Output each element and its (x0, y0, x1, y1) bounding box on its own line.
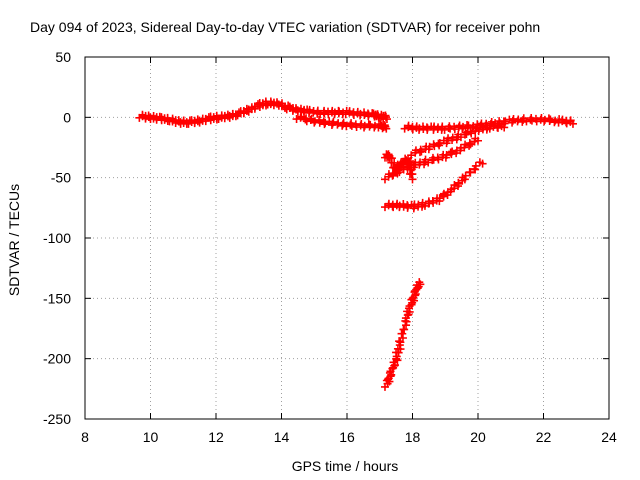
series-arc-a (407, 120, 509, 160)
data-point (356, 109, 365, 118)
axis-ticks (84, 56, 610, 420)
series-stray-points (380, 150, 417, 184)
data-point (442, 151, 451, 160)
data-point (456, 133, 465, 142)
x-tick-label: 22 (536, 429, 552, 445)
data-point (407, 170, 416, 179)
data-point (382, 124, 391, 133)
x-tick-label: 12 (208, 429, 224, 445)
data-point (417, 147, 426, 156)
x-tick-label: 10 (143, 429, 159, 445)
series-steep-arc (380, 278, 425, 391)
data-point (485, 124, 494, 133)
data-point (450, 125, 459, 134)
y-tick-label: -50 (51, 170, 71, 186)
series-arc-c (380, 158, 487, 213)
data-point (321, 118, 330, 127)
data-point (416, 280, 425, 289)
data-point (500, 123, 509, 132)
data-point (448, 147, 457, 156)
data-point (466, 168, 475, 177)
data-point (461, 171, 470, 180)
data-point (478, 159, 487, 168)
data-point (405, 161, 414, 170)
data-point (434, 155, 443, 164)
data-point (439, 189, 448, 198)
data-point (424, 158, 433, 167)
y-tick-labels: 50 0 -50 -100 -150 -200 -250 (43, 49, 71, 427)
data-point (397, 329, 406, 338)
data-point (440, 125, 449, 134)
y-tick-label: -150 (43, 290, 71, 306)
y-tick-label: -100 (43, 230, 71, 246)
data-point (435, 138, 444, 147)
data-point (399, 325, 408, 334)
data-point (522, 117, 531, 126)
data-point (456, 146, 465, 155)
data-point (466, 140, 475, 149)
x-tick-label: 14 (274, 429, 290, 445)
y-axis-title: SDTVAR / TECUs (6, 184, 22, 296)
data-point (302, 117, 311, 126)
data-point (408, 175, 417, 184)
data-point (474, 136, 482, 145)
data-point (568, 119, 577, 128)
data-point (330, 108, 339, 117)
series-lower-band (292, 112, 391, 133)
data-points (135, 97, 577, 391)
x-tick-label: 20 (470, 429, 486, 445)
data-point (381, 111, 390, 120)
y-tick-label: 50 (55, 49, 71, 65)
x-axis-title: GPS time / hours (292, 458, 399, 474)
data-point (352, 123, 361, 132)
data-point (292, 115, 301, 124)
y-tick-label: 0 (63, 109, 71, 125)
data-point (546, 115, 555, 124)
data-point (347, 121, 356, 130)
data-point (380, 121, 389, 130)
x-tick-label: 8 (81, 429, 89, 445)
chart-title: Day 094 of 2023, Sidereal Day-to-day VTE… (30, 19, 540, 35)
data-point (297, 112, 306, 121)
grid (85, 57, 609, 419)
x-tick-label: 24 (601, 429, 617, 445)
x-tick-label: 16 (339, 429, 355, 445)
x-tick-label: 18 (405, 429, 421, 445)
x-tick-labels: 8 10 12 14 16 18 20 22 24 (81, 429, 617, 445)
data-point (527, 116, 536, 125)
series-late-arc (400, 114, 577, 134)
data-point (419, 125, 428, 134)
data-point (471, 161, 480, 170)
y-tick-label: -200 (43, 351, 71, 367)
data-point (329, 117, 338, 126)
data-point (366, 120, 375, 129)
data-point (310, 117, 319, 126)
data-point (396, 338, 405, 347)
y-tick-label: -250 (43, 411, 71, 427)
data-point (415, 124, 424, 133)
data-point (320, 109, 329, 118)
data-point (382, 115, 391, 124)
series-main-arc (135, 97, 391, 128)
data-point (532, 117, 541, 126)
data-point (360, 121, 369, 130)
data-point (395, 201, 404, 210)
data-point (467, 129, 476, 138)
